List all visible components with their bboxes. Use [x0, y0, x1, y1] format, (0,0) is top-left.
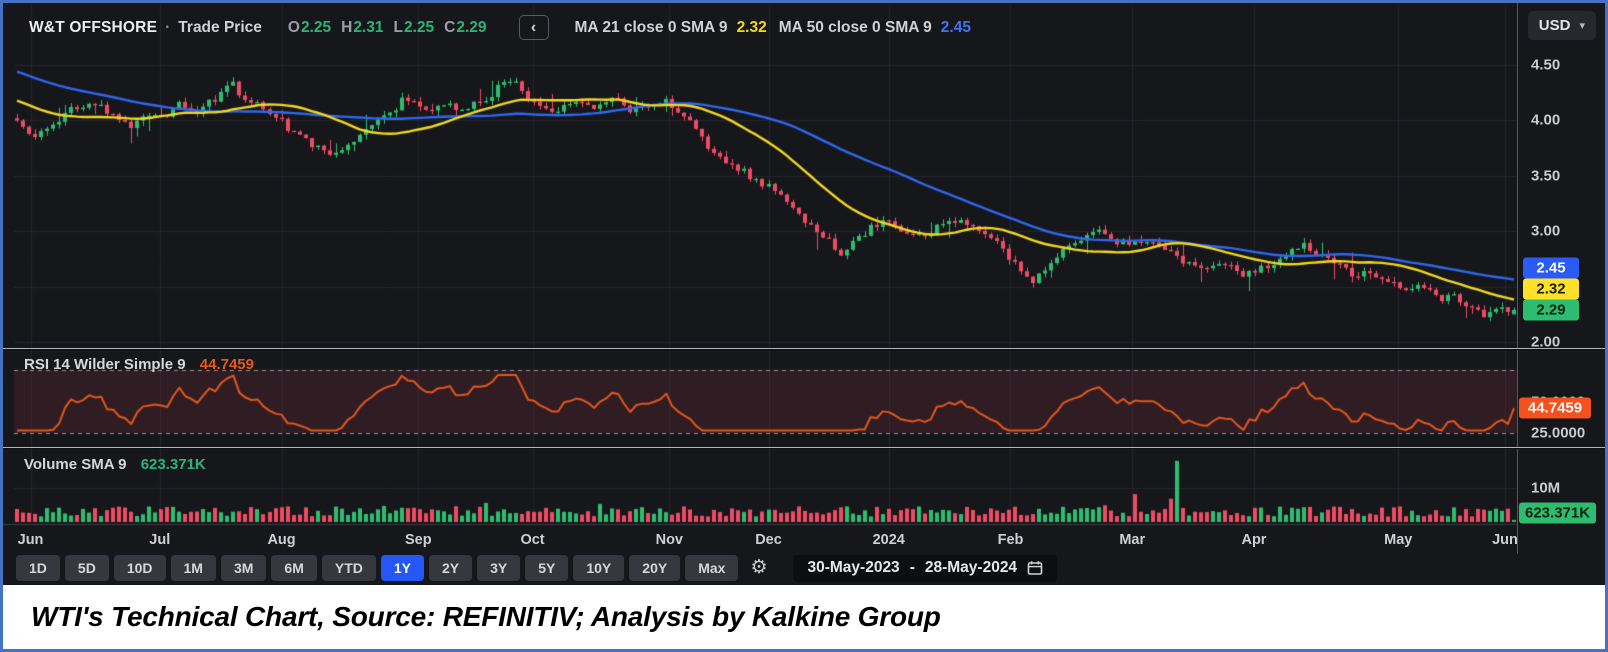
range-button-6m[interactable]: 6M — [271, 555, 317, 581]
range-button-1m[interactable]: 1M — [170, 555, 216, 581]
volume-label: Volume SMA 9 — [24, 456, 127, 473]
x-axis-label-2024: 2024 — [872, 532, 905, 548]
volume-value: 623.371K — [140, 456, 206, 473]
ma50-legend-value: 2.45 — [940, 18, 971, 36]
price-tick-3.00: 3.00 — [1531, 222, 1561, 240]
currency-value: USD — [1538, 17, 1571, 34]
x-axis-label-May: May — [1384, 532, 1413, 548]
x-axis-label-Jul: Jul — [149, 532, 171, 548]
caption-text: WTI's Technical Chart, Source: REFINITIV… — [31, 601, 941, 632]
calendar-icon — [1027, 560, 1043, 576]
low-value: 2.25 — [403, 18, 435, 36]
range-buttons-group: 1D 5D 10D 1M 3M 6M YTD 1Y 2Y 3Y 5Y 10Y 20Y Max — [16, 555, 739, 581]
ma21-legend-label: MA 21 close 0 SMA 9 — [574, 18, 728, 36]
price-tick-4.00: 4.00 — [1531, 111, 1561, 129]
range-button-5d[interactable]: 5D — [64, 555, 109, 581]
x-axis-label-Feb: Feb — [997, 532, 1024, 548]
rsi-panel-header: RSI 14 Wilder Simple 9 44.7459 — [24, 356, 254, 373]
range-button-10d[interactable]: 10D — [113, 555, 166, 581]
rsi-volume-divider[interactable] — [3, 447, 1605, 449]
rsi-value: 44.7459 — [199, 356, 254, 373]
ma21-legend-value: 2.32 — [736, 18, 767, 36]
x-axis-label-Aug: Aug — [267, 532, 296, 548]
x-axis-label-Jun: Jun — [1492, 532, 1518, 548]
header-separator: · — [165, 18, 171, 36]
open-label: O — [287, 18, 300, 36]
price-rsi-divider[interactable] — [3, 348, 1605, 350]
price-axis[interactable]: 4.504.003.503.002.002.452.322.2950.00002… — [1517, 3, 1605, 554]
x-axis-label-Nov: Nov — [655, 532, 683, 548]
high-label: H — [341, 18, 353, 36]
x-axis-label-Oct: Oct — [520, 532, 545, 548]
rsi-value-badge: 44.7459 — [1519, 397, 1591, 419]
open-value: 2.25 — [300, 18, 332, 36]
range-button-ytd[interactable]: YTD — [321, 555, 376, 581]
x-axis-label-Apr: Apr — [1241, 532, 1267, 548]
range-toolbar: 1D 5D 10D 1M 3M 6M YTD 1Y 2Y 3Y 5Y 10Y 20Y Max ⚙ 30-M… — [16, 554, 1058, 582]
volume-sma-badge: 623.371K — [1519, 502, 1597, 524]
rsi-tick-25.0000: 25.0000 — [1531, 424, 1586, 442]
ma50-price-badge: 2.45 — [1523, 257, 1579, 279]
range-button-5y[interactable]: 5Y — [525, 555, 569, 581]
price-tick-4.50: 4.50 — [1531, 56, 1561, 74]
collapse-legend-button[interactable]: ‹ — [518, 15, 549, 40]
instrument-name: W&T OFFSHORE — [29, 18, 158, 36]
range-button-2y[interactable]: 2Y — [428, 555, 473, 581]
date-to: 28-May-2024 — [924, 559, 1018, 576]
range-button-3y[interactable]: 3Y — [477, 555, 521, 581]
x-axis-label-Mar: Mar — [1119, 532, 1146, 548]
date-from: 30-May-2023 — [807, 559, 900, 576]
range-button-3m[interactable]: 3M — [220, 555, 267, 581]
close-value: 2.29 — [456, 18, 487, 36]
x-axis-label-Sep: Sep — [405, 532, 432, 548]
range-button-1y[interactable]: 1Y — [380, 555, 424, 581]
price-tick-3.50: 3.50 — [1531, 167, 1561, 185]
date-range-separator: - — [909, 559, 915, 576]
series-type-label: Trade Price — [178, 18, 262, 36]
volume-tick-10M: 10M — [1531, 479, 1561, 497]
range-button-max[interactable]: Max — [685, 555, 739, 581]
currency-dropdown[interactable]: USD ▾ — [1527, 11, 1596, 40]
x-axis-label-Jun: Jun — [17, 532, 44, 548]
caption-area: WTI's Technical Chart, Source: REFINITIV… — [3, 585, 1605, 649]
range-button-1d[interactable]: 1D — [16, 555, 60, 581]
range-button-10y[interactable]: 10Y — [573, 555, 625, 581]
time-axis[interactable]: Jun Jul Aug Sep Oct Nov Dec 2024 Feb Mar Apr May Jun — [3, 526, 1518, 552]
chart-header: W&T OFFSHORE · Trade Price O 2.25 H 2.31… — [29, 15, 971, 40]
chevron-down-icon: ▾ — [1579, 20, 1585, 32]
last-price-badge: 2.29 — [1523, 299, 1579, 321]
gear-icon[interactable]: ⚙ — [750, 557, 768, 578]
high-value: 2.31 — [353, 18, 384, 36]
volume-panel-header: Volume SMA 9 623.371K — [24, 456, 206, 473]
ma50-legend-label: MA 50 close 0 SMA 9 — [778, 18, 932, 36]
date-range-picker[interactable]: 30-May-2023 - 28-May-2024 — [793, 554, 1058, 582]
trading-chart-app: W&T OFFSHORE · Trade Price O 2.25 H 2.31… — [3, 3, 1605, 585]
range-button-20y[interactable]: 20Y — [629, 555, 681, 581]
close-label: C — [444, 18, 456, 36]
rsi-label: RSI 14 Wilder Simple 9 — [24, 356, 186, 373]
chart-canvas[interactable] — [3, 3, 1517, 554]
low-label: L — [393, 18, 403, 36]
x-axis-label-Dec: Dec — [755, 532, 782, 548]
ma21-price-badge: 2.32 — [1523, 278, 1579, 300]
price-tick-2.00: 2.00 — [1531, 333, 1561, 351]
